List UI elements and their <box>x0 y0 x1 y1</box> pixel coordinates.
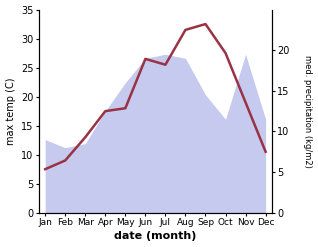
Y-axis label: med. precipitation (kg/m2): med. precipitation (kg/m2) <box>303 55 313 167</box>
Y-axis label: max temp (C): max temp (C) <box>5 77 16 145</box>
X-axis label: date (month): date (month) <box>114 231 197 242</box>
